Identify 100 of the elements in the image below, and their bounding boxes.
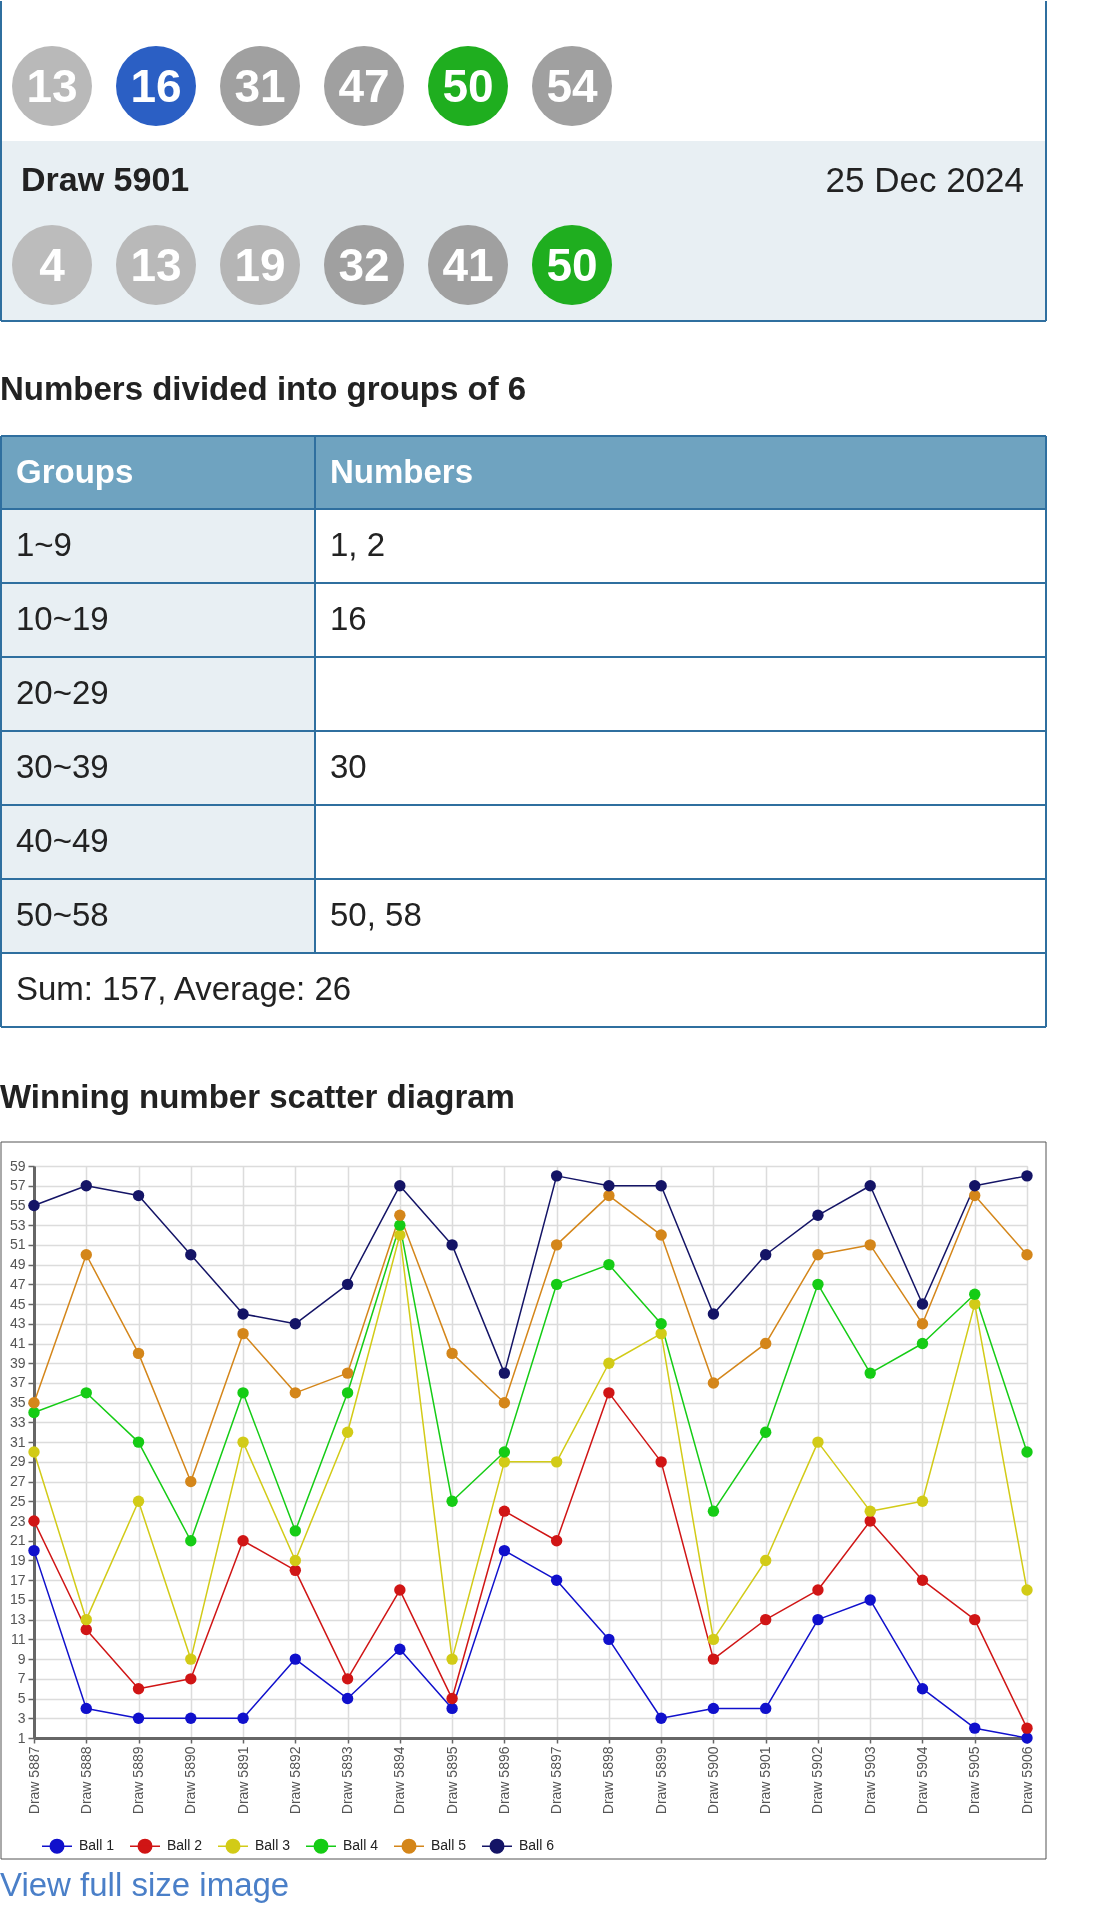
- point: [655, 1327, 667, 1340]
- y-tick-label: 33: [9, 1413, 26, 1430]
- y-tick-label: 59: [9, 1157, 26, 1174]
- point: [916, 1495, 929, 1507]
- point: [132, 1495, 145, 1507]
- x-tick-label: Draw 5897: [548, 1746, 565, 1815]
- point: [1021, 1249, 1033, 1261]
- point: [498, 1456, 511, 1468]
- point: [446, 1239, 458, 1251]
- x-tick-label: Draw 5903: [861, 1746, 878, 1815]
- point: [446, 1653, 458, 1665]
- x-tick-label: Draw 5888: [77, 1746, 94, 1815]
- y-tick-label: 1: [17, 1729, 26, 1746]
- point: [603, 1189, 615, 1202]
- x-tick-label: Draw 5887: [25, 1746, 42, 1815]
- point: [1021, 1584, 1033, 1596]
- category-label: 20~29: [16, 674, 109, 711]
- point: [916, 1318, 929, 1330]
- y-tick-label: 57: [9, 1177, 26, 1194]
- point: [864, 1594, 876, 1606]
- point: [759, 1613, 772, 1626]
- point: [603, 1258, 615, 1271]
- point: [394, 1229, 406, 1241]
- legend-label: Ball 2: [167, 1837, 203, 1854]
- point: [28, 1544, 40, 1557]
- point: [289, 1653, 302, 1665]
- point: [185, 1249, 197, 1261]
- legend-label: Ball 1: [79, 1837, 115, 1854]
- point: [341, 1278, 354, 1291]
- point: [759, 1702, 772, 1715]
- point: [550, 1574, 563, 1586]
- point: [80, 1180, 92, 1192]
- point: [707, 1377, 720, 1389]
- point: [341, 1673, 354, 1685]
- point: [759, 1426, 772, 1438]
- text: 1, 2: [330, 526, 386, 563]
- y-tick-label: 19: [9, 1551, 26, 1568]
- point: [132, 1436, 145, 1448]
- y-tick-label: 35: [9, 1394, 26, 1411]
- point: [812, 1584, 824, 1596]
- point: [812, 1613, 824, 1626]
- text: Sum: 157, Average: 26: [16, 970, 352, 1007]
- point: [394, 1584, 406, 1596]
- category-label: 41: [442, 239, 494, 291]
- text: Numbers divided into groups of 6: [0, 370, 527, 407]
- y-tick-label: 11: [10, 1630, 26, 1647]
- y-tick-label: 31: [9, 1433, 26, 1450]
- point: [707, 1633, 720, 1646]
- point: [1021, 1722, 1033, 1734]
- y-tick-label: 13: [9, 1611, 26, 1628]
- y-tick-label: 55: [9, 1196, 26, 1213]
- point: [812, 1209, 824, 1221]
- point: [864, 1505, 876, 1517]
- point: [916, 1683, 929, 1695]
- category-label: 40~49: [16, 822, 109, 859]
- point: [707, 1505, 720, 1517]
- point: [969, 1180, 981, 1192]
- point: [550, 1239, 563, 1251]
- point: [237, 1712, 249, 1724]
- point: [498, 1544, 511, 1557]
- text: View full size image: [0, 1866, 290, 1903]
- y-tick-label: 47: [9, 1275, 26, 1292]
- y-tick-label: 5: [17, 1690, 26, 1707]
- x-tick-label: Draw 5895: [443, 1746, 460, 1815]
- text: 50, 58: [330, 896, 422, 933]
- point: [864, 1239, 876, 1251]
- point: [28, 1446, 40, 1458]
- point: [132, 1683, 145, 1695]
- x-tick-label: Draw 5893: [339, 1746, 356, 1815]
- point: [185, 1712, 197, 1724]
- point: [864, 1180, 876, 1192]
- category-label: 31: [234, 60, 286, 112]
- y-tick-label: 39: [9, 1354, 26, 1371]
- point: [759, 1337, 772, 1350]
- point: [864, 1367, 876, 1379]
- y-tick-label: 3: [17, 1709, 26, 1726]
- x-tick-label: Draw 5901: [757, 1746, 774, 1815]
- category-label: 50~58: [16, 896, 109, 933]
- point: [80, 1387, 92, 1399]
- point: [28, 1397, 40, 1409]
- y-tick-label: 9: [17, 1650, 26, 1667]
- x-tick-label: Draw 5891: [234, 1746, 251, 1815]
- x-tick-label: Draw 5892: [286, 1746, 303, 1815]
- y-tick-label: 43: [9, 1315, 26, 1332]
- category-label: 50: [546, 239, 598, 291]
- point: [394, 1643, 406, 1655]
- point: [707, 1702, 720, 1715]
- x-tick-label: Draw 5906: [1018, 1746, 1035, 1815]
- text: 30: [330, 748, 367, 785]
- x-tick-label: Draw 5904: [913, 1746, 930, 1815]
- point: [185, 1653, 197, 1665]
- y-tick-label: 15: [9, 1591, 26, 1608]
- text: 25 Dec 2024: [825, 160, 1024, 199]
- point: [132, 1712, 145, 1724]
- point: [916, 1574, 929, 1586]
- category-label: 16: [130, 60, 182, 112]
- x-tick-label: Draw 5894: [391, 1746, 408, 1815]
- point: [969, 1722, 981, 1734]
- point: [28, 1406, 40, 1419]
- y-tick-label: 7: [17, 1670, 26, 1687]
